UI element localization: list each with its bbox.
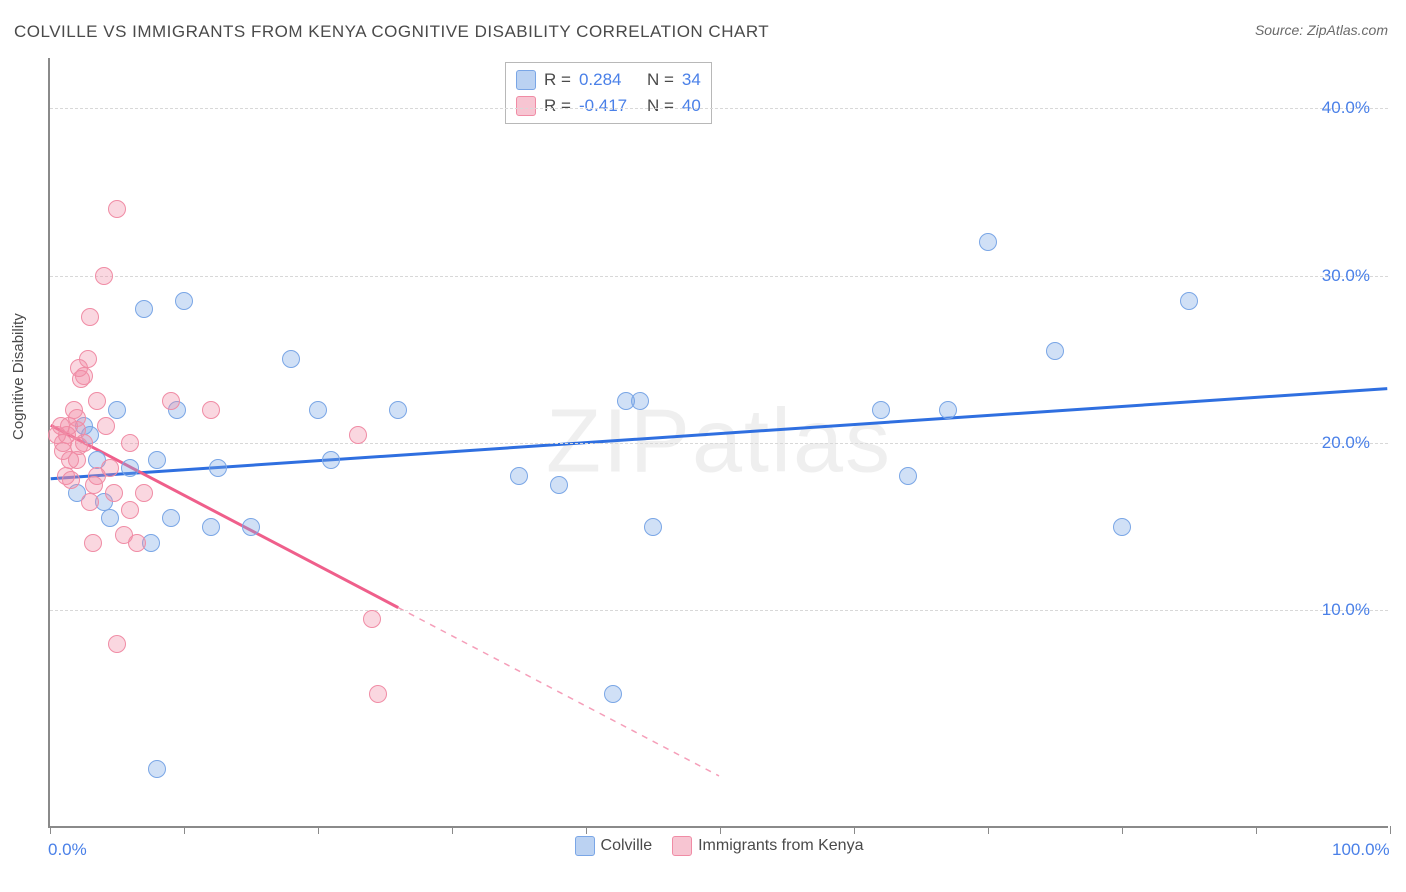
data-point-kenya <box>97 417 115 435</box>
y-tick-label: 40.0% <box>1322 98 1370 118</box>
data-point-colville <box>135 300 153 318</box>
stats-row: R = 0.284 N = 34 <box>516 67 701 93</box>
data-point-colville <box>1113 518 1131 536</box>
data-point-colville <box>282 350 300 368</box>
legend-label: Immigrants from Kenya <box>698 837 863 855</box>
x-tick <box>452 826 453 834</box>
data-point-kenya <box>349 426 367 444</box>
legend-swatch <box>516 70 536 90</box>
data-point-colville <box>148 760 166 778</box>
y-axis-label: Cognitive Disability <box>10 313 27 440</box>
n-value: 34 <box>682 67 701 93</box>
data-point-colville <box>872 401 890 419</box>
gridline <box>50 610 1388 611</box>
data-point-colville <box>631 392 649 410</box>
x-tick <box>1256 826 1257 834</box>
data-point-kenya <box>75 367 93 385</box>
data-point-kenya <box>79 350 97 368</box>
data-point-colville <box>101 509 119 527</box>
data-point-colville <box>108 401 126 419</box>
bottom-legend: Colville Immigrants from Kenya <box>50 836 1388 856</box>
n-label: N = <box>647 93 674 119</box>
data-point-colville <box>899 467 917 485</box>
data-point-kenya <box>95 267 113 285</box>
legend-swatch <box>672 836 692 856</box>
r-label: R = <box>544 67 571 93</box>
x-tick <box>854 826 855 834</box>
data-point-colville <box>148 451 166 469</box>
y-tick-label: 30.0% <box>1322 266 1370 286</box>
legend-label: Colville <box>601 837 653 855</box>
data-point-kenya <box>162 392 180 410</box>
data-point-kenya <box>202 401 220 419</box>
data-point-kenya <box>68 409 86 427</box>
data-point-kenya <box>62 471 80 489</box>
data-point-colville <box>202 518 220 536</box>
x-tick-label: 100.0% <box>1332 840 1390 860</box>
data-point-kenya <box>101 459 119 477</box>
legend-swatch <box>516 96 536 116</box>
n-value: 40 <box>682 93 701 119</box>
r-value: 0.284 <box>579 67 639 93</box>
x-tick <box>50 826 51 834</box>
data-point-colville <box>175 292 193 310</box>
watermark: ZIPatlas <box>546 391 892 494</box>
legend-item: Colville <box>575 836 653 856</box>
gridline <box>50 443 1388 444</box>
x-tick <box>318 826 319 834</box>
gridline <box>50 276 1388 277</box>
data-point-colville <box>121 459 139 477</box>
data-point-kenya <box>121 501 139 519</box>
data-point-colville <box>979 233 997 251</box>
gridline <box>50 108 1388 109</box>
legend-swatch <box>575 836 595 856</box>
stats-row: R = -0.417 N = 40 <box>516 93 701 119</box>
x-tick <box>586 826 587 834</box>
x-tick <box>1122 826 1123 834</box>
x-tick <box>720 826 721 834</box>
data-point-kenya <box>75 434 93 452</box>
x-tick-label: 0.0% <box>48 840 87 860</box>
stats-legend-box: R = 0.284 N = 34 R = -0.417 N = 40 <box>505 62 712 124</box>
data-point-colville <box>510 467 528 485</box>
trend-lines <box>50 58 1388 826</box>
data-point-kenya <box>81 308 99 326</box>
x-tick <box>184 826 185 834</box>
data-point-kenya <box>88 392 106 410</box>
data-point-kenya <box>108 200 126 218</box>
data-point-colville <box>604 685 622 703</box>
data-point-colville <box>322 451 340 469</box>
data-point-colville <box>389 401 407 419</box>
x-tick <box>1390 826 1391 834</box>
data-point-kenya <box>128 534 146 552</box>
data-point-kenya <box>105 484 123 502</box>
data-point-colville <box>644 518 662 536</box>
data-point-colville <box>242 518 260 536</box>
n-label: N = <box>647 67 674 93</box>
data-point-colville <box>550 476 568 494</box>
data-point-kenya <box>108 635 126 653</box>
chart-container: COLVILLE VS IMMIGRANTS FROM KENYA COGNIT… <box>0 0 1406 892</box>
y-tick-label: 10.0% <box>1322 600 1370 620</box>
x-tick <box>988 826 989 834</box>
data-point-colville <box>309 401 327 419</box>
data-point-colville <box>1046 342 1064 360</box>
data-point-kenya <box>84 534 102 552</box>
data-point-kenya <box>363 610 381 628</box>
r-value: -0.417 <box>579 93 639 119</box>
data-point-colville <box>209 459 227 477</box>
plot-area: ZIPatlas R =0.284N =34R =-0.417N =40 Col… <box>48 58 1388 828</box>
chart-title: COLVILLE VS IMMIGRANTS FROM KENYA COGNIT… <box>14 22 769 42</box>
r-label: R = <box>544 93 571 119</box>
legend-item: Immigrants from Kenya <box>672 836 863 856</box>
data-point-colville <box>1180 292 1198 310</box>
data-point-kenya <box>121 434 139 452</box>
data-point-kenya <box>81 493 99 511</box>
data-point-kenya <box>369 685 387 703</box>
y-tick-label: 20.0% <box>1322 433 1370 453</box>
data-point-kenya <box>135 484 153 502</box>
data-point-colville <box>162 509 180 527</box>
data-point-colville <box>939 401 957 419</box>
source-label: Source: ZipAtlas.com <box>1255 22 1388 38</box>
